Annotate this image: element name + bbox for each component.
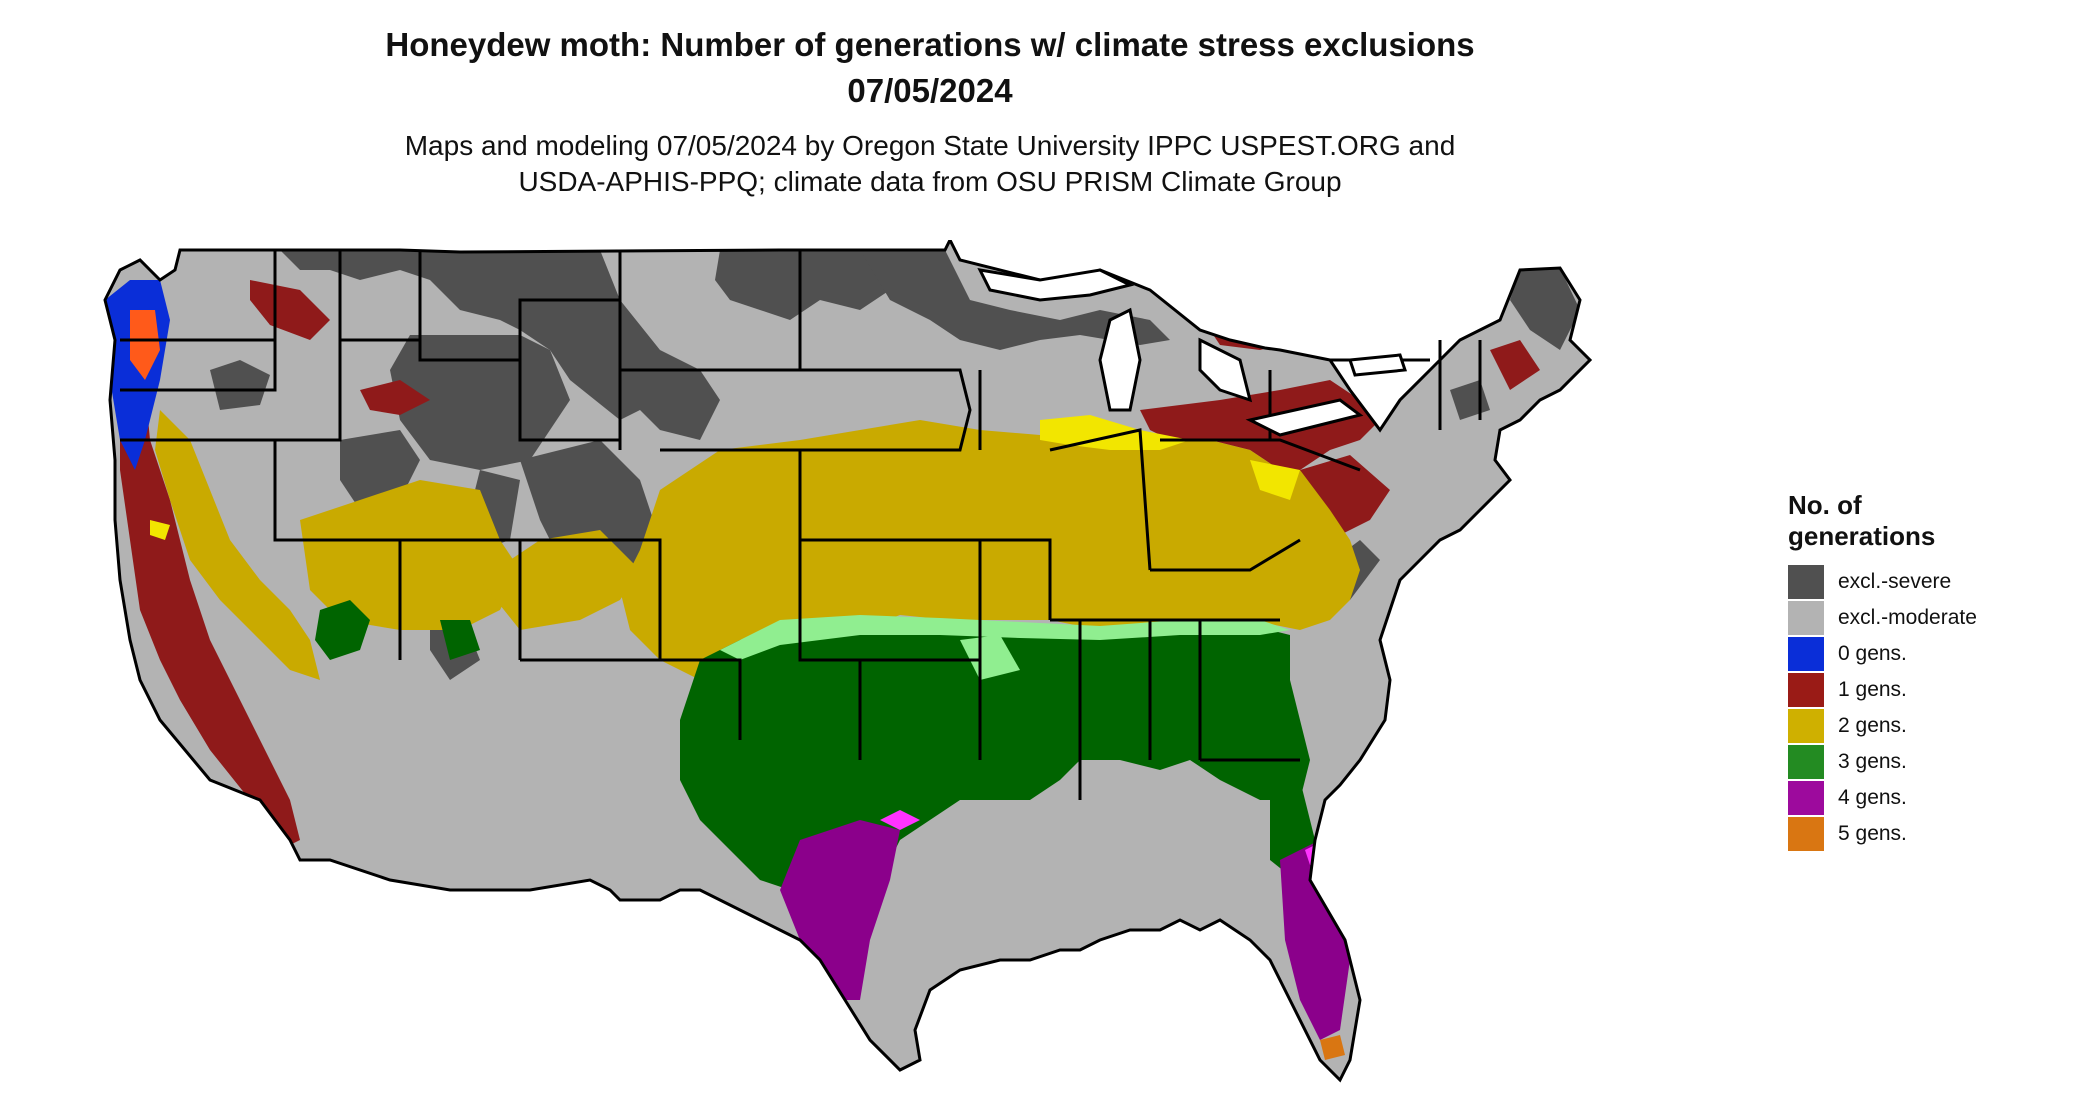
- legend-item: excl.-severe: [1788, 564, 2088, 600]
- us-map-svg: [103, 238, 1592, 1082]
- legend-swatch: [1788, 673, 1824, 707]
- map-date: 07/05/2024: [847, 72, 1013, 109]
- map-subtitle-line2: USDA-APHIS-PPQ; climate data from OSU PR…: [518, 166, 1342, 197]
- legend-items: excl.-severe excl.-moderate 0 gens. 1 gens.…: [1788, 564, 2088, 852]
- legend-item: 4 gens.: [1788, 780, 2088, 816]
- legend-swatch: [1788, 709, 1824, 743]
- legend-item: 2 gens.: [1788, 708, 2088, 744]
- state-borders: [103, 238, 1592, 1082]
- legend-item: 0 gens.: [1788, 636, 2088, 672]
- legend-label: 5 gens.: [1838, 822, 1907, 845]
- us-map: [100, 238, 1800, 1110]
- zone-1-gen-bright: [130, 310, 160, 380]
- zone-2-gen-bright: [150, 415, 1300, 540]
- legend-swatch: [1788, 565, 1824, 599]
- legend-label: 3 gens.: [1838, 750, 1907, 773]
- legend-swatch: [1788, 601, 1824, 635]
- legend-label: 0 gens.: [1838, 642, 1907, 665]
- legend-title-line1: No. of: [1788, 490, 1862, 520]
- legend-title-line2: generations: [1788, 521, 1936, 551]
- map-subtitle-line1: Maps and modeling 07/05/2024 by Oregon S…: [404, 130, 1456, 161]
- legend-swatch: [1788, 817, 1824, 851]
- legend-label: 1 gens.: [1838, 678, 1907, 701]
- map-legend: No. of generations excl.-severe excl.-mod…: [1788, 490, 2088, 852]
- legend-title: No. of generations: [1788, 490, 2088, 552]
- legend-swatch: [1788, 781, 1824, 815]
- legend-item: 3 gens.: [1788, 744, 2088, 780]
- zone-3-gen-light: [720, 615, 1290, 680]
- legend-swatch: [1788, 745, 1824, 779]
- legend-label: 2 gens.: [1838, 714, 1907, 737]
- legend-swatch: [1788, 637, 1824, 671]
- map-title: Honeydew moth: Number of generations w/ …: [385, 26, 1475, 63]
- legend-item: 5 gens.: [1788, 816, 2088, 852]
- great-lakes: [977, 268, 1408, 437]
- legend-item: excl.-moderate: [1788, 600, 2088, 636]
- legend-item: 1 gens.: [1788, 672, 2088, 708]
- legend-label: 4 gens.: [1838, 786, 1907, 809]
- legend-label: excl.-severe: [1838, 570, 1952, 593]
- zone-5-gen: [1320, 1035, 1345, 1060]
- legend-label: excl.-moderate: [1838, 606, 1977, 629]
